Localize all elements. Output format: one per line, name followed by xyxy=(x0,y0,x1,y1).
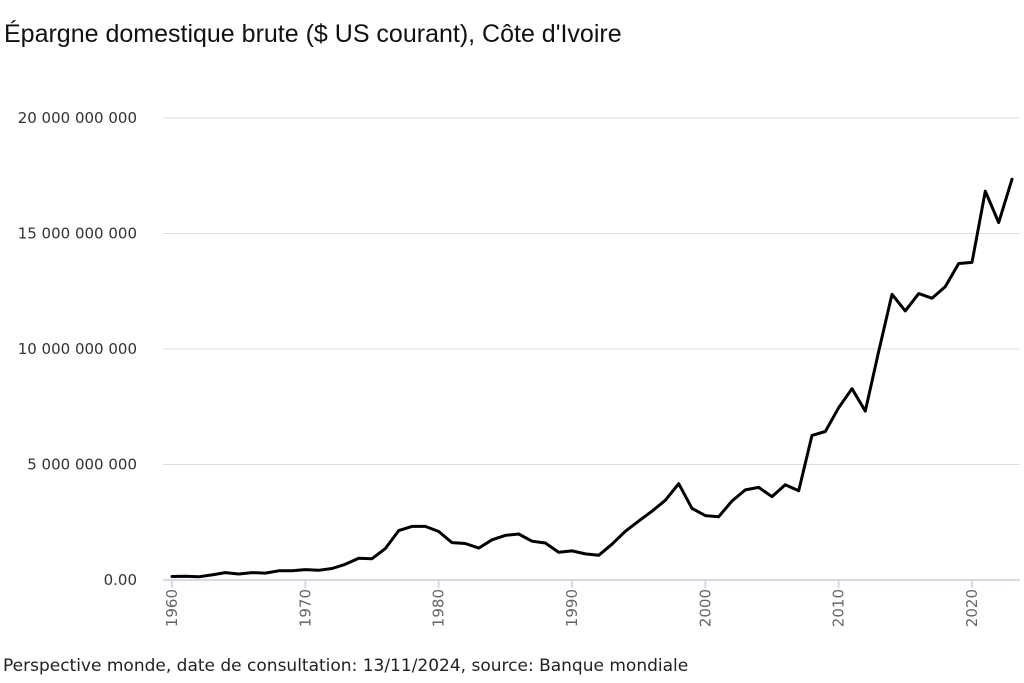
x-tick-label: 2010 xyxy=(830,589,848,627)
x-tick-label: 1960 xyxy=(163,589,181,627)
x-tick-label: 2020 xyxy=(963,589,981,627)
x-tick-label: 2000 xyxy=(696,589,714,627)
y-axis-tick-labels: 0.00 5 000 000 000 10 000 000 000 15 000 00… xyxy=(18,109,137,589)
y-tick-label: 5 000 000 000 xyxy=(27,456,137,474)
chart-title: Épargne domestique brute ($ US courant),… xyxy=(4,20,622,48)
series-line xyxy=(170,177,1014,579)
x-axis xyxy=(163,579,1020,588)
y-tick-label: 20 000 000 000 xyxy=(18,109,137,127)
x-tick-label: 1990 xyxy=(563,589,581,627)
x-tick-label: 1980 xyxy=(430,589,448,627)
source-note: Perspective monde, date de consultation:… xyxy=(3,656,689,676)
y-tick-label: 10 000 000 000 xyxy=(18,340,137,358)
gridlines xyxy=(163,117,1020,465)
y-tick-label: 0.00 xyxy=(104,571,137,589)
y-tick-label: 15 000 000 000 xyxy=(18,225,137,243)
x-tick-label: 1970 xyxy=(296,589,314,627)
x-axis-tick-labels: 1960 1970 1980 1990 2000 2010 2020 xyxy=(163,589,981,627)
